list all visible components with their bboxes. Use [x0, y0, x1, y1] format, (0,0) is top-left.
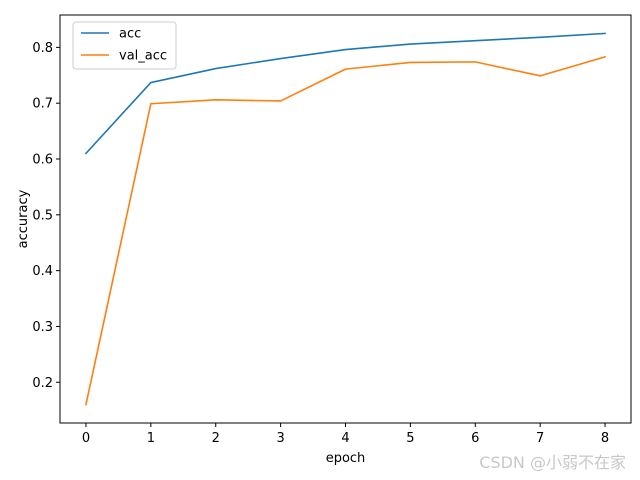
series-line-acc	[84, 32, 606, 155]
y-axis-ticks: 0.2 0.3 0.4 0.5 0.6 0.7 0.8	[32, 41, 60, 391]
y-tick-label: 0.5	[32, 208, 53, 223]
y-tick-label: 0.3	[32, 320, 53, 335]
y-tick-label: 0.8	[32, 41, 53, 56]
legend: acc val_acc	[72, 21, 177, 70]
series-lines	[84, 32, 607, 406]
y-axis-label: accuracy	[16, 189, 31, 248]
x-axis-label: epoch	[326, 451, 366, 466]
legend-label-acc: acc	[119, 27, 141, 42]
legend-label-val-acc: val_acc	[119, 49, 167, 64]
x-tick-label: 7	[536, 431, 544, 446]
x-tick-label: 3	[276, 431, 284, 446]
x-tick-label: 8	[601, 431, 609, 446]
y-tick-label: 0.4	[32, 264, 53, 279]
y-tick-label: 0.6	[32, 153, 53, 168]
x-tick-label: 4	[341, 431, 349, 446]
y-tick-label: 0.7	[32, 97, 53, 112]
x-tick-label: 5	[406, 431, 414, 446]
x-tick-label: 6	[471, 431, 479, 446]
x-tick-label: 0	[82, 431, 90, 446]
x-tick-label: 2	[212, 431, 220, 446]
x-tick-label: 1	[147, 431, 155, 446]
y-tick-label: 0.2	[32, 376, 53, 391]
series-line-val-acc	[85, 55, 607, 406]
x-axis-ticks: 0 1 2 3 4 5 6 7 8	[82, 423, 609, 446]
watermark-text: CSDN @小弱不在家	[479, 453, 626, 472]
